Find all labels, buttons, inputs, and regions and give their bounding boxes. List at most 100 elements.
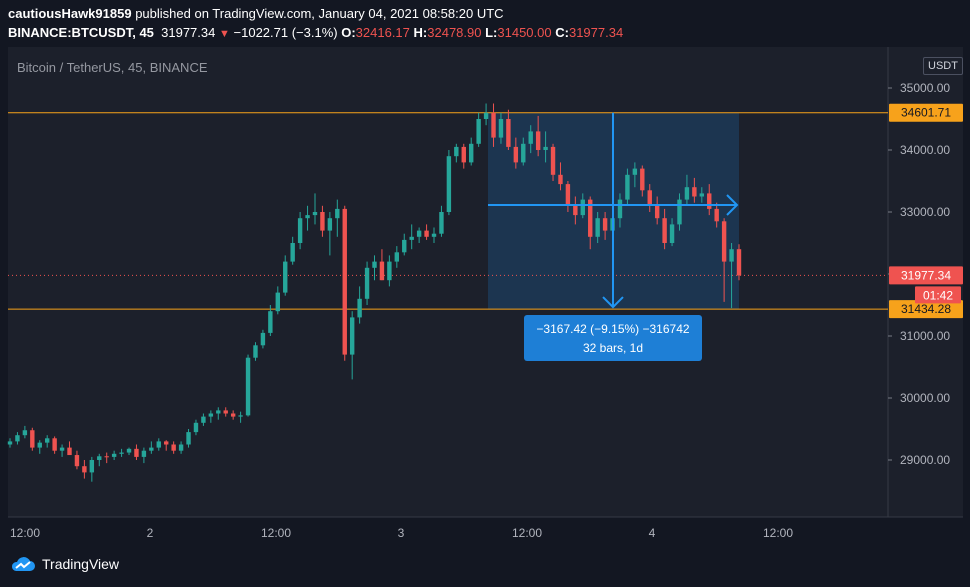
candle-body [364, 267, 370, 299]
tradingview-logo[interactable]: TradingView [10, 556, 119, 572]
candle-body [22, 430, 28, 436]
symbol-label: BINANCE:BTCUSDT, 45 [8, 25, 154, 40]
candle-body [535, 131, 541, 150]
candle-body [312, 212, 318, 216]
candle-body [178, 444, 184, 451]
candle-body [446, 156, 452, 212]
candle-body [290, 243, 295, 262]
candle-body [349, 317, 355, 355]
candle-body [692, 187, 697, 197]
candle-body [15, 435, 20, 442]
candle-body [149, 447, 154, 451]
candle-body [245, 357, 251, 416]
measure-info-box: −3167.42 (−9.15%) −316742 32 bars, 1d [524, 315, 702, 361]
candle-body [253, 345, 258, 358]
candle-body [461, 146, 466, 163]
candle-body [409, 236, 414, 240]
candle-body [89, 460, 95, 473]
candle-body [394, 252, 400, 262]
candle-body [387, 261, 392, 281]
candle-body [565, 184, 571, 206]
candle-body [104, 456, 109, 458]
candle-body [402, 239, 407, 253]
candle-body [439, 212, 444, 234]
candle-body [431, 233, 437, 237]
measure-bars: 32 bars, 1d [582, 341, 644, 355]
candle-body [164, 441, 169, 445]
candle-body [707, 193, 712, 209]
candle-body [721, 221, 727, 262]
candle-body [588, 199, 593, 237]
open-label: O: [341, 25, 356, 40]
candle-body [372, 261, 377, 268]
candle-body [506, 119, 511, 147]
x-tick-label: 2 [147, 526, 154, 540]
high-label: H: [413, 25, 428, 40]
x-tick-label: 4 [649, 526, 656, 540]
open-value: 32416.17 [355, 25, 410, 40]
candle-body [119, 452, 124, 454]
candle-body [573, 205, 578, 216]
header-line-2: BINANCE:BTCUSDT, 45 31977.34 ▼ −1022.71 … [8, 25, 623, 40]
candle-body [491, 112, 496, 138]
candle-body [238, 415, 243, 417]
candle-body [424, 230, 429, 237]
plot-symbol-label: Bitcoin / TetherUS, 45, BINANCE [17, 60, 208, 75]
candle-body [260, 332, 266, 346]
candle-body [193, 422, 199, 433]
candle-body [268, 311, 273, 333]
candle-body [469, 143, 474, 163]
candle-body [662, 218, 667, 243]
candle-body [171, 444, 176, 451]
candle-body [654, 205, 660, 219]
candle-body [37, 442, 42, 448]
currency-button[interactable]: USDT [923, 57, 963, 75]
cloud-logo-icon [11, 557, 35, 571]
candle-body [580, 199, 585, 216]
candle-body [335, 208, 340, 219]
price-change: −1022.71 (−3.1%) [233, 25, 338, 40]
candle-body [543, 146, 548, 150]
last-price: 31977.34 [161, 25, 216, 40]
candle-body [230, 413, 236, 417]
candle-body [275, 292, 280, 312]
candle-body [684, 187, 690, 200]
candle-body [595, 218, 600, 237]
candle-body [223, 410, 228, 414]
low-label: L: [485, 25, 498, 40]
y-tick-label: 31000.00 [900, 329, 950, 343]
lower-level-tag: 31434.28 [901, 302, 951, 316]
candle-body [111, 453, 117, 457]
candle-body [82, 466, 87, 473]
candle-body [729, 249, 734, 262]
candle-body [416, 230, 422, 237]
high-value: 32478.90 [427, 25, 482, 40]
candle-body [736, 249, 742, 276]
arrow-right-icon [726, 194, 739, 216]
candle-body [558, 174, 563, 185]
candle-body [141, 450, 147, 457]
candle-body [342, 208, 347, 355]
close-value: 31977.34 [568, 25, 624, 40]
candle-body [208, 413, 214, 417]
author-name[interactable]: cautiousHawk91859 [8, 6, 132, 21]
measure-change: −3167.42 (−9.15%) −316742 [536, 322, 690, 336]
candle-body [640, 168, 645, 191]
y-tick-label: 33000.00 [900, 205, 950, 219]
candle-body [74, 455, 80, 467]
chart-panel[interactable] [8, 47, 963, 517]
down-triangle-icon: ▼ [219, 28, 230, 40]
publish-info: published on TradingView.com, January 04… [135, 6, 504, 21]
candle-body [59, 447, 65, 451]
candle-body [67, 447, 72, 456]
candle-body [617, 199, 623, 219]
y-tick-label: 29000.00 [900, 453, 950, 467]
candle-body [320, 212, 325, 231]
y-tick-label: 35000.00 [900, 81, 950, 95]
y-tick-label: 34000.00 [900, 143, 950, 157]
candle-body [201, 416, 206, 423]
candle-body [647, 190, 652, 206]
candle-body [625, 174, 630, 200]
candle-body [44, 438, 50, 443]
